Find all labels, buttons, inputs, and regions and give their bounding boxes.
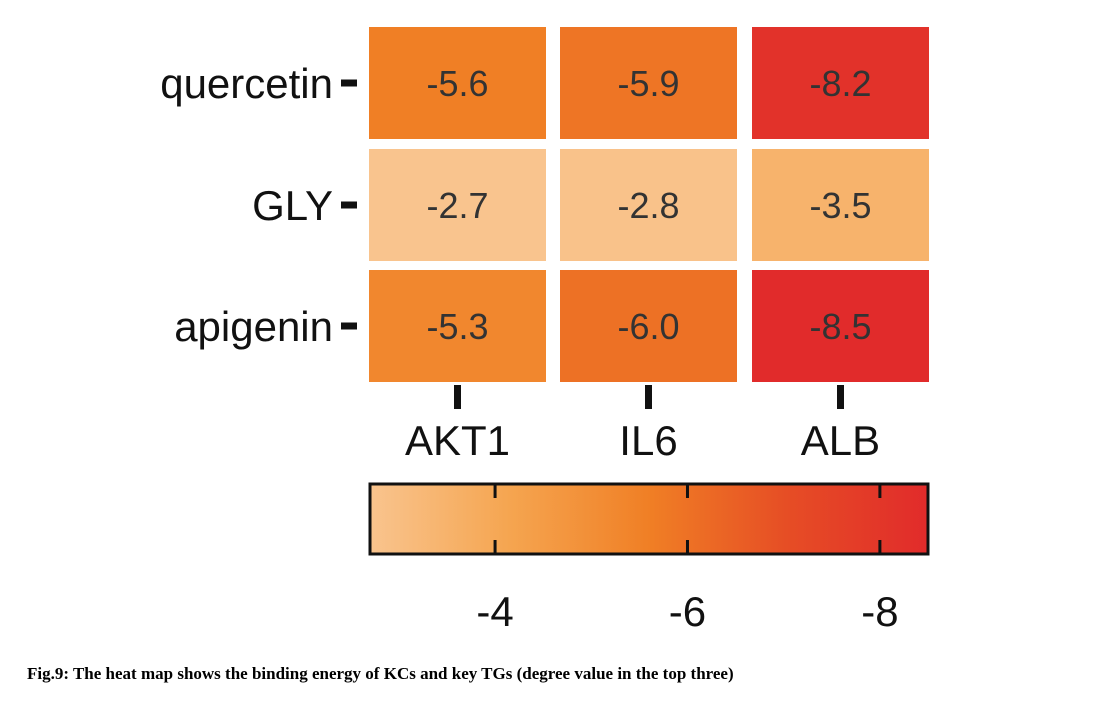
row-tick <box>341 322 357 330</box>
heatmap-cell <box>752 27 929 139</box>
column-tick <box>454 385 461 409</box>
colorbar-tick-label: -8 <box>861 588 898 635</box>
cell-value-label: -2.7 <box>426 185 488 226</box>
column-label: ALB <box>801 417 880 464</box>
cell-value-label: -8.5 <box>809 306 871 347</box>
row-tick <box>341 201 357 209</box>
heatmap-cell <box>369 149 546 261</box>
cell-value-label: -2.8 <box>617 185 679 226</box>
heatmap-cell <box>560 27 737 139</box>
cell-value-label: -6.0 <box>617 306 679 347</box>
figure-caption: Fig.9: The heat map shows the binding en… <box>27 664 734 683</box>
heatmap-cell <box>752 149 929 261</box>
heatmap-cell <box>560 270 737 382</box>
heatmap-chart: -5.6 -5.9 -8.2 -2.7 -2.8 -3.5 -5.3 -6.0 -8.5 quer… <box>160 27 930 635</box>
row-label: quercetin <box>160 60 333 107</box>
row-tick <box>341 79 357 87</box>
cell-value-label: -3.5 <box>809 185 871 226</box>
cell-value-label: -5.3 <box>426 306 488 347</box>
cell-value-label: -5.6 <box>426 63 488 104</box>
heatmap-cell <box>369 270 546 382</box>
colorbar <box>368 482 930 556</box>
cell-value-label: -5.9 <box>617 63 679 104</box>
colorbar-tick-label: -4 <box>476 588 513 635</box>
column-label: IL6 <box>619 417 677 464</box>
column-label: AKT1 <box>405 417 510 464</box>
column-tick <box>837 385 844 409</box>
cell-value-label: -8.2 <box>809 63 871 104</box>
column-tick <box>645 385 652 409</box>
row-label: apigenin <box>174 303 333 350</box>
heatmap-cell <box>560 149 737 261</box>
row-label: GLY <box>252 182 333 229</box>
colorbar-tick-label: -6 <box>669 588 706 635</box>
heatmap-cell <box>369 27 546 139</box>
heatmap-cell <box>752 270 929 382</box>
